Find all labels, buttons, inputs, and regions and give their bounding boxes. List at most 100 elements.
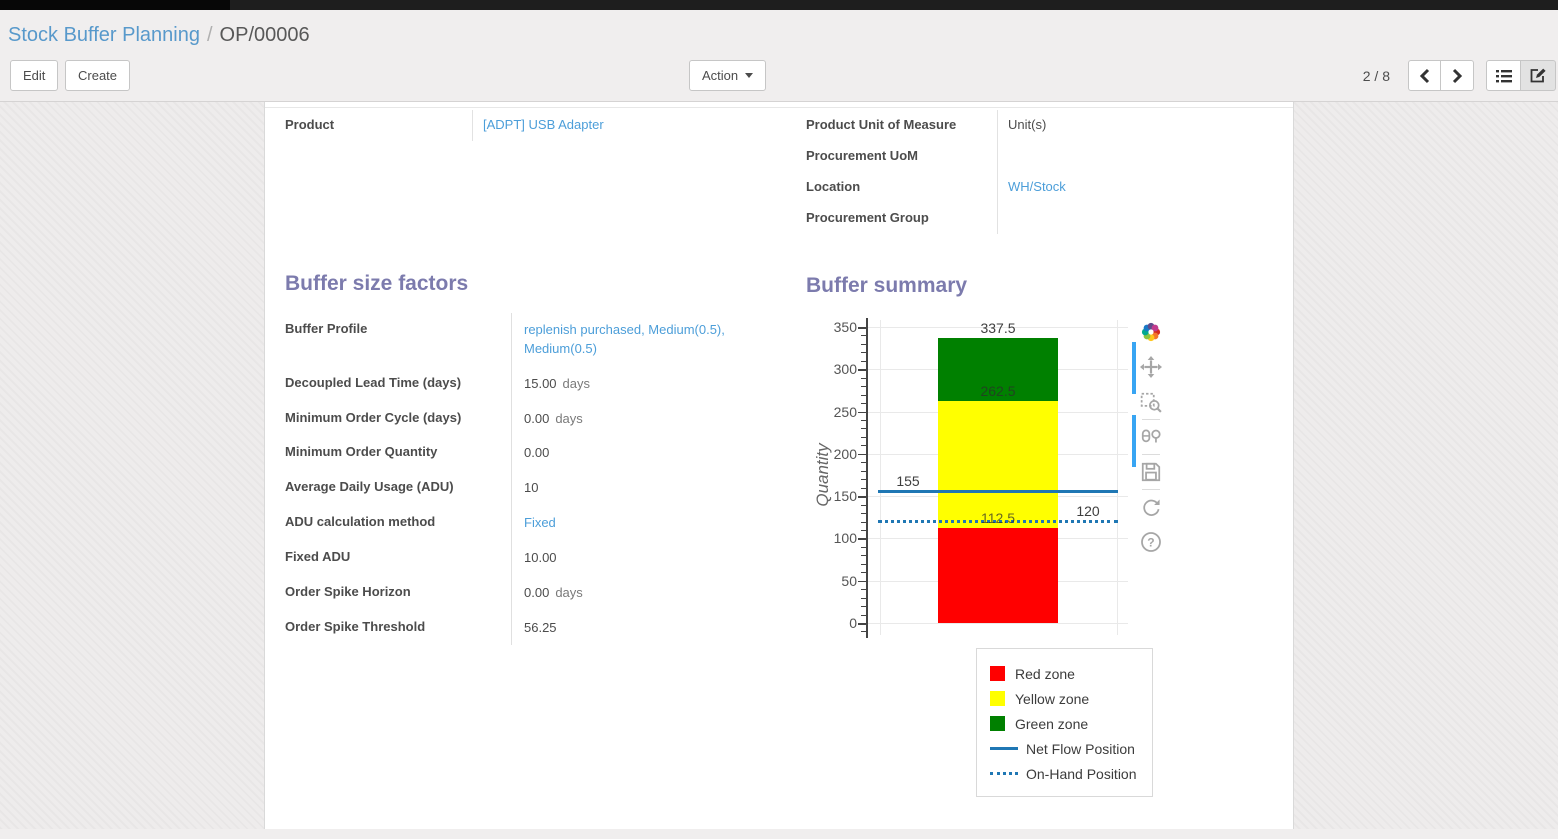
breadcrumb: Stock Buffer Planning / OP/00006 — [0, 10, 1558, 51]
chart-legend: Red zone Yellow zone Green zone Net Flow Po… — [976, 648, 1153, 797]
tick-mark — [861, 462, 866, 464]
tick-mark — [861, 521, 866, 523]
field-label: Location — [806, 179, 861, 194]
tick-mark — [861, 343, 866, 345]
field-value[interactable]: [ADPT] USB Adapter — [472, 110, 790, 141]
legend-item[interactable]: Green zone — [990, 711, 1152, 736]
field-label: Order Spike Threshold — [285, 618, 426, 634]
compare-hover-icon[interactable] — [1140, 426, 1162, 448]
field-label: Minimum Order Cycle (days) — [285, 409, 462, 425]
tick-mark — [861, 479, 866, 481]
tick-mark — [858, 327, 866, 329]
legend-label: Yellow zone — [1015, 690, 1090, 707]
control-bar: Edit Create Action 2 / 8 — [0, 51, 1558, 102]
tick-mark — [861, 504, 866, 506]
tick-mark — [861, 386, 866, 388]
previous-page-icon[interactable] — [1408, 60, 1441, 91]
create-button[interactable]: Create — [65, 60, 131, 91]
plotly-logo-icon[interactable] — [1140, 321, 1162, 343]
info-group-right: Product Unit of Measure Unit(s) Procuremen… — [806, 110, 1286, 234]
tick-mark — [861, 360, 866, 362]
y-tick-label: 250 — [833, 403, 857, 420]
modebar-separator — [1142, 489, 1160, 490]
y-tick-label: 150 — [833, 488, 857, 505]
tick-mark — [861, 470, 866, 472]
tick-mark — [861, 546, 866, 548]
field-label: Decoupled Lead Time (days) — [285, 374, 462, 390]
tick-mark — [861, 631, 866, 633]
net-flow-position-label: 155 — [896, 472, 920, 489]
tick-mark — [861, 377, 866, 379]
tick-mark — [861, 589, 866, 591]
tick-mark — [858, 496, 866, 498]
field-label: Order Spike Horizon — [285, 583, 411, 599]
tick-mark — [861, 394, 866, 396]
field-row: Product [ADPT] USB Adapter — [285, 110, 790, 141]
legend-item[interactable]: Net Flow Position — [990, 736, 1152, 761]
next-page-icon[interactable] — [1441, 60, 1474, 91]
modebar-active-indicator — [1132, 415, 1136, 467]
field-row: Average Daily Usage (ADU) 10 — [285, 471, 790, 507]
field-row: Procurement UoM — [806, 141, 1286, 172]
form-view-icon[interactable] — [1521, 60, 1556, 91]
y-tick-label: 0 — [849, 615, 857, 631]
help-icon[interactable]: ? — [1140, 531, 1162, 553]
tick-mark — [861, 352, 866, 354]
info-group-left: Product [ADPT] USB Adapter — [285, 110, 790, 141]
tick-mark — [861, 572, 866, 574]
pan-icon[interactable] — [1140, 356, 1162, 378]
box-zoom-icon[interactable] — [1140, 391, 1162, 413]
legend-item[interactable]: Red zone — [990, 661, 1152, 686]
legend-label: On-Hand Position — [1026, 765, 1137, 782]
field-value[interactable]: replenish purchased, Medium(0.5), Medium… — [511, 313, 786, 367]
tick-mark — [861, 529, 866, 531]
yellow-zone-swatch — [990, 691, 1005, 706]
field-row: Decoupled Lead Time (days) 15.00 days — [285, 366, 790, 402]
breadcrumb-current: OP/00006 — [219, 24, 310, 46]
tick-mark — [858, 580, 866, 583]
tick-mark — [861, 403, 866, 405]
legend-item[interactable]: On-Hand Position — [990, 761, 1152, 786]
field-label: Fixed ADU — [285, 548, 351, 564]
list-view-icon[interactable] — [1486, 60, 1521, 91]
field-row: Order Spike Horizon 0.00 days — [285, 575, 790, 611]
y-axis — [866, 318, 868, 638]
reset-axes-icon[interactable] — [1140, 496, 1162, 518]
chart-modebar: ? — [1132, 321, 1165, 566]
tick-mark — [861, 597, 866, 599]
field-value: 0.00 days — [511, 575, 786, 611]
buffer-summary-chart: Quantity ? 0 50 100 150 200 250 300 350 155 120 33… — [805, 315, 1167, 647]
field-label: Average Daily Usage (ADU) — [285, 479, 454, 495]
field-value[interactable]: Fixed — [511, 506, 786, 541]
field-row: Fixed ADU 10.00 — [285, 540, 790, 576]
tick-mark — [861, 436, 866, 438]
action-dropdown-button[interactable]: Action — [689, 60, 767, 91]
field-row: Product Unit of Measure Unit(s) — [806, 110, 1286, 141]
y-tick-label: 50 — [841, 572, 857, 589]
field-label: Product Unit of Measure — [806, 117, 957, 132]
tick-mark — [861, 445, 866, 447]
section-title-buffer-size-factors: Buffer size factors — [285, 272, 469, 295]
field-value[interactable]: WH/Stock — [997, 172, 1286, 203]
red-zone — [938, 527, 1058, 623]
edit-button[interactable]: Edit — [10, 60, 59, 91]
chevron-down-icon — [745, 73, 754, 78]
pager-counter: 2 / 8 — [1362, 68, 1390, 84]
legend-item[interactable]: Yellow zone — [990, 686, 1152, 711]
field-value: 15.00 days — [511, 366, 786, 402]
y-tick-label: 100 — [833, 530, 857, 547]
breadcrumb-parent-link[interactable]: Stock Buffer Planning — [8, 24, 200, 46]
tick-mark — [858, 411, 866, 414]
section-title-buffer-summary: Buffer summary — [806, 274, 968, 297]
save-icon[interactable] — [1140, 461, 1162, 483]
tick-mark — [861, 335, 866, 337]
field-value: 56.25 — [511, 610, 786, 646]
tick-mark — [858, 538, 866, 540]
net-flow-position-line — [878, 490, 1118, 494]
field-value: Unit(s) — [997, 110, 1286, 141]
top-menu-segment — [0, 0, 230, 10]
on-hand-position-label: 120 — [1076, 502, 1100, 519]
field-row: Buffer Profile replenish purchased, Mediu… — [285, 313, 790, 367]
field-row: Minimum Order Cycle (days) 0.00 days — [285, 401, 790, 437]
modebar-separator — [1142, 454, 1160, 455]
